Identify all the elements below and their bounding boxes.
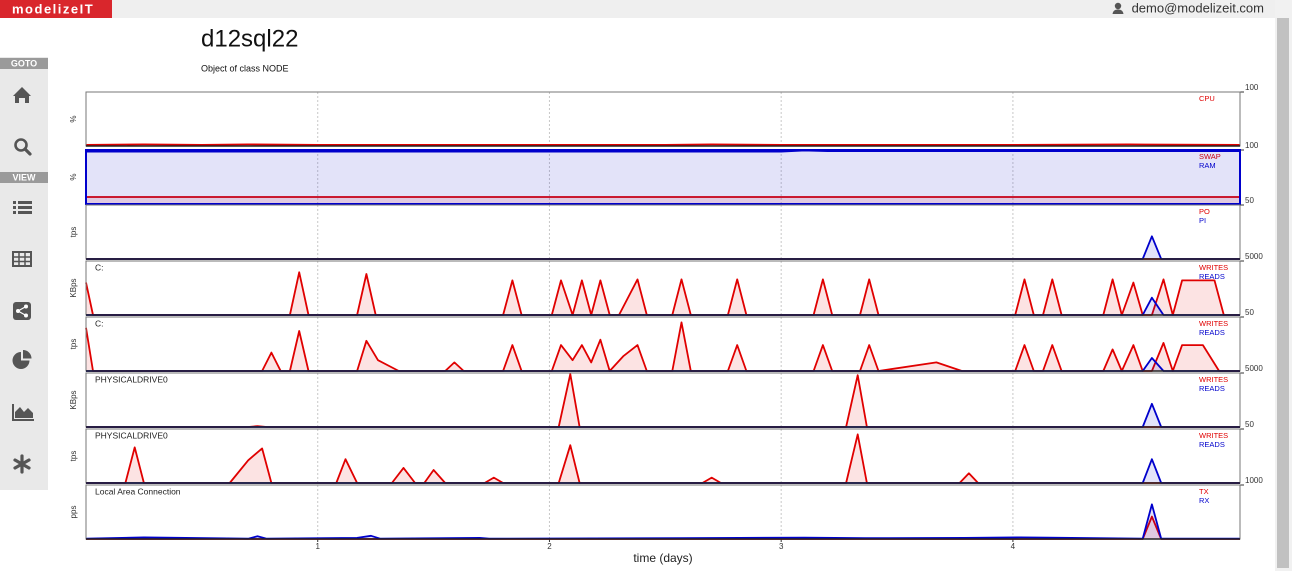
plot-background: [86, 150, 1240, 204]
area-fill: [86, 150, 1240, 204]
x-tick-label: 1: [316, 542, 321, 551]
y-axis-label: %: [69, 173, 78, 180]
panel-annotation: Local Area Connection: [95, 486, 181, 496]
view-label: VIEW: [12, 172, 36, 182]
brand[interactable]: modelizeIT: [12, 1, 94, 16]
user-email[interactable]: demo@modelizeit.com: [1132, 0, 1264, 15]
y-axis-label: %: [69, 115, 78, 122]
plot-background: [86, 205, 1240, 259]
legend-label: WRITES: [1199, 263, 1228, 272]
legend-label: WRITES: [1199, 375, 1228, 384]
y-axis-label: tps: [69, 227, 78, 238]
legend-label: PI: [1199, 216, 1206, 225]
x-tick-label: 2: [547, 542, 552, 551]
plot-background: [86, 317, 1240, 371]
series-line: [86, 433, 1240, 484]
legend-label: SWAP: [1199, 152, 1221, 161]
plot-background: [86, 485, 1240, 539]
search-icon[interactable]: [14, 138, 32, 156]
series-line: [85, 321, 1240, 372]
y-axis-label: tps: [69, 451, 78, 462]
panel-annotation: PHYSICALDRIVE0: [95, 374, 168, 384]
area-fill: [86, 322, 1240, 371]
page-subtitle: Object of class NODE: [201, 63, 289, 73]
y-axis-label: pps: [69, 506, 78, 519]
plot-background: [86, 373, 1240, 427]
series-line: [85, 271, 1240, 316]
legend-label: RX: [1199, 496, 1209, 505]
y-tick-label: 1000: [1245, 476, 1263, 485]
view-label-box: [0, 172, 48, 183]
x-tick-label: 4: [1011, 542, 1016, 551]
sidebar: [0, 57, 48, 490]
legend-label: READS: [1199, 272, 1225, 281]
area-chart-icon[interactable]: [12, 404, 34, 421]
y-tick-label: 50: [1245, 196, 1254, 205]
y-tick-label: 100: [1245, 141, 1259, 150]
table-icon[interactable]: [12, 251, 32, 267]
y-axis-label: KBps: [69, 278, 78, 297]
y-axis-label: tps: [69, 339, 78, 350]
asterisk-icon[interactable]: [13, 454, 31, 474]
y-tick-label: 50: [1245, 308, 1254, 317]
area-fill: [86, 272, 1240, 315]
area-fill: [86, 197, 1240, 204]
panel-annotation: C:: [95, 262, 104, 272]
plot-background: [86, 429, 1240, 483]
pie-icon[interactable]: [12, 350, 32, 369]
top-bar: [0, 0, 1275, 18]
list-icon[interactable]: [13, 201, 32, 214]
legend-label: READS: [1199, 328, 1225, 337]
brand-box[interactable]: [0, 0, 112, 18]
legend-label: READS: [1199, 384, 1225, 393]
x-tick-label: 3: [779, 542, 784, 551]
goto-label-box: [0, 58, 48, 69]
share-icon[interactable]: [13, 302, 31, 320]
y-tick-label: 100: [1245, 83, 1259, 92]
series-line: [85, 143, 1241, 146]
legend-label: WRITES: [1199, 319, 1228, 328]
home-icon[interactable]: [13, 87, 31, 103]
y-tick-label: 5000: [1245, 364, 1263, 373]
scrollbar-thumb[interactable]: [1277, 18, 1289, 568]
panel-annotation: C:: [95, 318, 104, 328]
x-axis-label: time (days): [633, 551, 692, 565]
legend-label: RAM: [1199, 161, 1216, 170]
plot-background: [86, 92, 1240, 146]
y-tick-label: 50: [1245, 420, 1254, 429]
chart-panel: 100% CPU: [69, 83, 1259, 147]
goto-label: GOTO: [11, 58, 37, 68]
legend-label: PO: [1199, 207, 1210, 216]
legend-label: READS: [1199, 440, 1225, 449]
y-tick-label: 5000: [1245, 252, 1263, 261]
y-axis-label: KBps: [69, 390, 78, 409]
page-title: d12sql22: [201, 25, 298, 52]
legend-label: TX: [1199, 487, 1209, 496]
panel-annotation: PHYSICALDRIVE0: [95, 430, 168, 440]
legend-label: WRITES: [1199, 431, 1228, 440]
user-icon: [1112, 2, 1124, 14]
plot-background: [86, 261, 1240, 315]
legend-label: CPU: [1199, 94, 1215, 103]
